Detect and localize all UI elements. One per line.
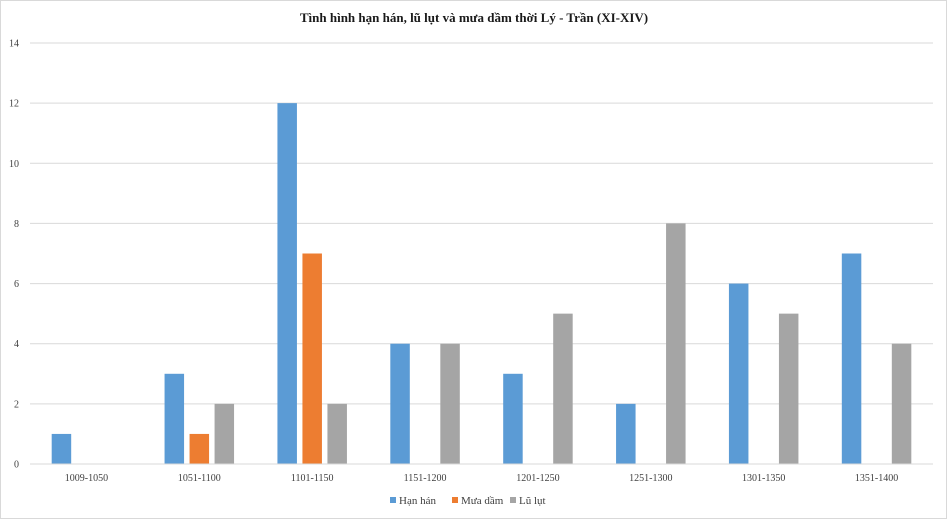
x-tick-label: 1301-1350 (742, 473, 785, 484)
y-tick-label: 10 (9, 159, 19, 170)
x-tick-label: 1251-1300 (629, 473, 672, 484)
legend-swatch (510, 497, 516, 503)
bar-1-1151-1200 (390, 343, 410, 464)
bars (51, 103, 912, 465)
bar-1-1301-1350 (728, 283, 749, 464)
y-tick-label: 12 (9, 99, 19, 110)
x-tick-label: 1101-1150 (291, 473, 334, 484)
bar-3-1301-1350 (778, 313, 799, 464)
bar-1-1201-1250 (503, 373, 523, 464)
x-axis-ticks: 1009-1050 1051-1100 1101-1150 1151-1200 1201… (65, 473, 898, 484)
y-axis-ticks: 0 2 4 6 8 10 12 14 (9, 39, 19, 471)
x-tick-label: 1151-1200 (404, 473, 447, 484)
legend-swatch (452, 497, 458, 503)
y-tick-label: 4 (14, 339, 19, 350)
y-tick-label: 2 (14, 399, 19, 410)
bar-2-1101-1150 (302, 253, 322, 464)
legend-label: Mưa dầm (461, 495, 504, 507)
legend-label: Lũ lụt (519, 495, 546, 507)
chart-title: Tình hình hạn hán, lũ lụt và mưa dầm thờ… (300, 10, 648, 25)
bar-1-1051-1100 (164, 373, 185, 464)
legend-swatch (390, 497, 396, 503)
x-tick-label: 1201-1250 (516, 473, 559, 484)
bar-3-1251-1300 (666, 223, 686, 464)
legend-label: Hạn hán (399, 495, 436, 507)
x-tick-label: 1009-1050 (65, 473, 108, 484)
y-tick-label: 8 (14, 219, 19, 230)
bar-3-1051-1100 (214, 403, 235, 464)
bar-3-1151-1200 (440, 343, 460, 464)
bar-1-1251-1300 (616, 403, 636, 464)
x-tick-label: 1051-1100 (178, 473, 221, 484)
bar-3-1201-1250 (553, 313, 573, 464)
bar-3-1351-1400 (891, 343, 912, 464)
y-tick-label: 14 (9, 39, 19, 50)
legend-item: Mưa dầm (452, 495, 504, 507)
bar-2-1051-1100 (189, 433, 210, 464)
x-tick-label: 1351-1400 (855, 473, 898, 484)
legend-item: Hạn hán (390, 495, 436, 507)
y-tick-label: 6 (14, 279, 19, 290)
bar-1-1351-1400 (841, 253, 862, 464)
bar-3-1101-1150 (327, 403, 347, 464)
bar-1-1009-1050 (51, 433, 72, 464)
y-tick-label: 0 (14, 460, 19, 471)
bar-1-1101-1150 (277, 103, 297, 465)
gridlines (30, 42, 933, 405)
legend: Hạn hán Mưa dầm Lũ lụt (390, 495, 546, 507)
legend-item: Lũ lụt (510, 495, 546, 507)
